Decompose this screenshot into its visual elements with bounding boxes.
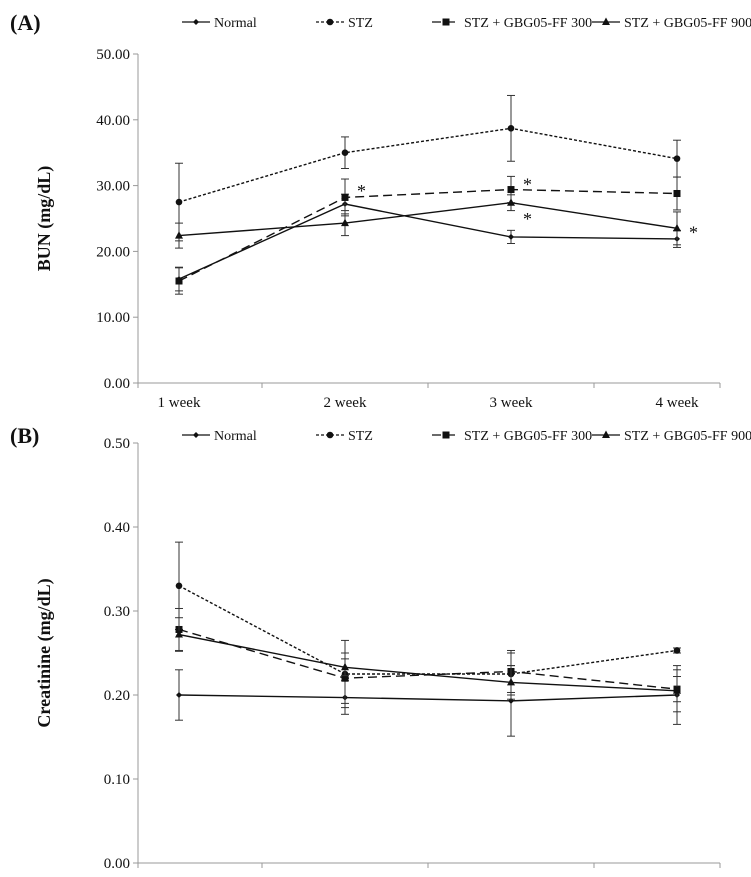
legend-marker-diamond bbox=[193, 432, 199, 438]
data-point bbox=[673, 647, 681, 654]
legend-label: Normal bbox=[214, 16, 257, 31]
y-tick-label: 0.00 bbox=[104, 856, 130, 872]
panel-a: (A) Normal STZ STZ + GBG05-FF 300 STZ + GBG0… bbox=[10, 10, 751, 411]
series-line bbox=[178, 628, 678, 690]
x-tick-label: 4 week bbox=[656, 875, 699, 877]
y-tick-label: 50.00 bbox=[96, 47, 130, 63]
data-point bbox=[175, 582, 183, 590]
y-tick-label: 0.30 bbox=[104, 604, 130, 620]
legend-item: STZ + GBG05-FF 300 bbox=[432, 16, 592, 31]
panel-b: (B) Normal STZ STZ + GBG05-FF 300 STZ + GBG0… bbox=[10, 423, 751, 877]
series-stz bbox=[175, 94, 681, 242]
data-point bbox=[176, 692, 182, 698]
legend-item: STZ bbox=[316, 16, 373, 31]
y-tick-label: 30.00 bbox=[96, 179, 130, 195]
data-point bbox=[341, 218, 349, 227]
legend-item: STZ + GBG05-FF 300 bbox=[432, 429, 592, 444]
x-tick-label: 1 week bbox=[158, 875, 201, 877]
significance-marker: * bbox=[523, 209, 532, 229]
series-stz-gbg05-ff-900 bbox=[175, 194, 681, 249]
y-tick-label: 0.00 bbox=[104, 376, 130, 392]
series-stz-gbg05-ff-300 bbox=[175, 607, 681, 704]
y-axis-label: Creatinine (mg/dL) bbox=[34, 578, 55, 727]
data-point bbox=[673, 223, 681, 232]
y-tick-label: 10.00 bbox=[96, 310, 130, 326]
legend-marker-triangle bbox=[602, 430, 610, 438]
data-point bbox=[507, 677, 515, 686]
series-stz bbox=[175, 541, 681, 709]
x-tick-label: 1 week bbox=[158, 395, 201, 411]
legend-label: Normal bbox=[214, 429, 257, 444]
legend-label: STZ + GBG05-FF 900 bbox=[624, 429, 751, 444]
legend-marker-square bbox=[442, 18, 450, 26]
legend-marker-square bbox=[442, 431, 450, 439]
x-tick-label: 4 week bbox=[656, 395, 699, 411]
series-line bbox=[178, 188, 678, 282]
legend-item: Normal bbox=[182, 16, 257, 31]
y-tick-label: 20.00 bbox=[96, 244, 130, 260]
legend-item: STZ + GBG05-FF 900 bbox=[592, 429, 751, 444]
data-point bbox=[507, 125, 515, 132]
significance-marker: * bbox=[357, 181, 366, 201]
series-stz-gbg05-ff-900 bbox=[175, 617, 681, 713]
data-point bbox=[175, 277, 183, 285]
series-normal bbox=[175, 193, 681, 292]
x-tick-label: 2 week bbox=[324, 875, 367, 877]
series-line bbox=[178, 127, 678, 203]
legend-marker-diamond bbox=[193, 19, 199, 25]
y-tick-label: 0.20 bbox=[104, 688, 130, 704]
data-point bbox=[507, 186, 515, 194]
significance-marker: * bbox=[689, 222, 698, 242]
x-tick-label: 2 week bbox=[324, 395, 367, 411]
data-point bbox=[175, 231, 183, 239]
data-point bbox=[341, 662, 349, 671]
data-point bbox=[507, 198, 515, 206]
legend-label: STZ + GBG05-FF 900 bbox=[624, 16, 751, 31]
legend-item: STZ + GBG05-FF 900 bbox=[592, 16, 751, 31]
legend-label: STZ + GBG05-FF 300 bbox=[464, 16, 592, 31]
y-axis-label: BUN (mg/dL) bbox=[34, 166, 55, 272]
y-tick-label: 0.10 bbox=[104, 772, 130, 788]
legend-marker-circle bbox=[326, 431, 334, 439]
series-line bbox=[178, 585, 678, 675]
panel-label: (B) bbox=[10, 423, 39, 448]
data-point bbox=[673, 686, 681, 694]
series-line bbox=[178, 633, 678, 692]
y-tick-label: 0.50 bbox=[104, 436, 130, 452]
series-stz-gbg05-ff-300 bbox=[175, 175, 681, 295]
data-point bbox=[341, 149, 349, 156]
data-point bbox=[673, 189, 681, 197]
legend-label: STZ + GBG05-FF 300 bbox=[464, 429, 592, 444]
legend-item: STZ bbox=[316, 429, 373, 444]
data-point bbox=[508, 233, 514, 240]
legend-marker-triangle bbox=[602, 17, 610, 25]
data-point bbox=[673, 155, 681, 162]
data-point bbox=[175, 198, 183, 206]
y-tick-label: 40.00 bbox=[96, 113, 130, 129]
panel-label: (A) bbox=[10, 10, 41, 35]
x-tick-label: 3 week bbox=[490, 395, 533, 411]
series-line bbox=[178, 203, 678, 280]
data-point bbox=[341, 193, 349, 201]
legend-marker-circle bbox=[326, 18, 334, 26]
legend-label: STZ bbox=[348, 16, 373, 31]
series-normal bbox=[175, 665, 681, 737]
series-line bbox=[178, 694, 678, 702]
legend-item: Normal bbox=[182, 429, 257, 444]
legend-label: STZ bbox=[348, 429, 373, 444]
significance-marker: * bbox=[523, 174, 532, 194]
series-line bbox=[178, 202, 678, 237]
data-point bbox=[175, 630, 183, 638]
y-tick-label: 0.40 bbox=[104, 520, 130, 536]
data-point bbox=[341, 674, 349, 682]
x-tick-label: 3 week bbox=[490, 875, 533, 877]
